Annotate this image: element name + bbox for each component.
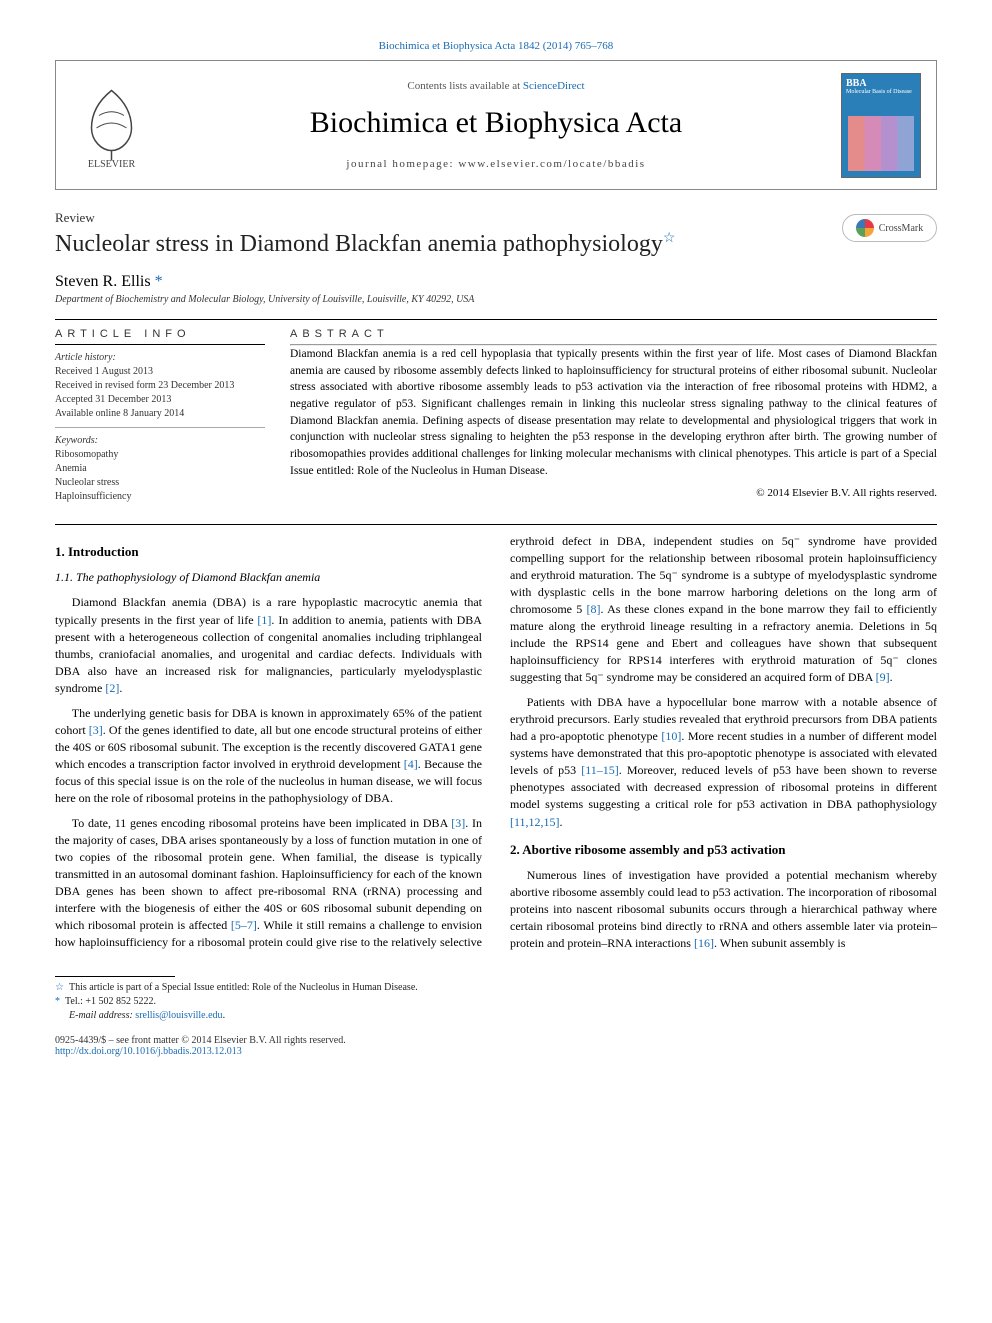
journal-homepage-url[interactable]: www.elsevier.com/locate/bbadis: [458, 158, 645, 170]
crossmark-button[interactable]: CrossMark: [842, 214, 937, 242]
footnote-star-icon: ☆: [55, 982, 64, 993]
body-paragraph: Numerous lines of investigation have pro…: [510, 867, 937, 952]
section-2-heading: 2. Abortive ribosome assembly and p53 ac…: [510, 841, 937, 859]
body-paragraph: The underlying genetic basis for DBA is …: [55, 705, 482, 807]
abstract-heading: ABSTRACT: [290, 328, 937, 340]
section-1-heading: 1. Introduction: [55, 543, 482, 561]
article-type: Review: [55, 210, 675, 226]
title-footnote-star-icon[interactable]: ☆: [663, 231, 676, 246]
citation-link[interactable]: [2]: [105, 681, 119, 695]
crossmark-icon: [856, 219, 874, 237]
author-affiliation: Department of Biochemistry and Molecular…: [55, 294, 937, 305]
citation-link[interactable]: [10]: [661, 729, 681, 743]
footnote-divider: [55, 976, 175, 977]
article-body: 1. Introduction 1.1. The pathophysiology…: [55, 533, 937, 956]
doi-link[interactable]: http://dx.doi.org/10.1016/j.bbadis.2013.…: [55, 1046, 242, 1057]
citation-link[interactable]: [3]: [451, 816, 465, 830]
abstract-text: Diamond Blackfan anemia is a red cell hy…: [290, 346, 937, 479]
citation-link[interactable]: [8]: [587, 602, 601, 616]
divider: [55, 524, 937, 525]
divider: [55, 319, 937, 320]
svg-text:ELSEVIER: ELSEVIER: [87, 159, 135, 168]
top-citation: Biochimica et Biophysica Acta 1842 (2014…: [55, 40, 937, 52]
body-paragraph: Patients with DBA have a hypocellular bo…: [510, 694, 937, 830]
body-paragraph: Diamond Blackfan anemia (DBA) is a rare …: [55, 594, 482, 696]
journal-cover-icon: BBA Molecular Basis of Disease: [841, 73, 921, 178]
citation-link[interactable]: [9]: [876, 670, 890, 684]
journal-homepage: journal homepage: www.elsevier.com/locat…: [346, 158, 645, 170]
author-email-link[interactable]: srellis@louisville.edu: [135, 1010, 222, 1021]
citation-link[interactable]: [5–7]: [231, 918, 257, 932]
abstract-copyright: © 2014 Elsevier B.V. All rights reserved…: [290, 487, 937, 499]
corresponding-author-mark[interactable]: *: [155, 273, 163, 290]
journal-cover-cell: BBA Molecular Basis of Disease: [826, 61, 936, 189]
citation-link[interactable]: [4]: [404, 757, 418, 771]
top-citation-link[interactable]: Biochimica et Biophysica Acta 1842 (2014…: [379, 40, 614, 52]
article-title: Nucleolar stress in Diamond Blackfan ane…: [55, 229, 675, 259]
author-name: Steven R. Ellis *: [55, 273, 937, 291]
citation-link[interactable]: [1]: [257, 613, 271, 627]
footnotes: ☆ This article is part of a Special Issu…: [55, 981, 937, 1023]
journal-header: ELSEVIER Contents lists available at Sci…: [55, 60, 937, 190]
citation-link[interactable]: [11–15]: [581, 763, 619, 777]
crossmark-label: CrossMark: [879, 223, 923, 234]
publisher-logo-cell: ELSEVIER: [56, 61, 166, 189]
article-info-column: ARTICLE INFO Article history: Received 1…: [55, 328, 265, 504]
abstract-column: ABSTRACT Diamond Blackfan anemia is a re…: [290, 328, 937, 504]
article-history: Article history: Received 1 August 2013 …: [55, 351, 265, 421]
page-footer: ☆ This article is part of a Special Issu…: [55, 976, 937, 1057]
contents-line: Contents lists available at ScienceDirec…: [407, 80, 584, 92]
section-1-1-heading: 1.1. The pathophysiology of Diamond Blac…: [55, 569, 482, 586]
sciencedirect-link[interactable]: ScienceDirect: [523, 80, 585, 92]
citation-link[interactable]: [16]: [694, 936, 714, 950]
citation-link[interactable]: [3]: [89, 723, 103, 737]
elsevier-tree-icon: ELSEVIER: [74, 78, 149, 172]
citation-link[interactable]: [11,12,15]: [510, 815, 560, 829]
article-info-heading: ARTICLE INFO: [55, 328, 265, 340]
keywords-block: Keywords: Ribosomopathy Anemia Nucleolar…: [55, 434, 265, 504]
footnote-corr-icon: *: [55, 996, 60, 1007]
issn-copyright-block: 0925-4439/$ – see front matter © 2014 El…: [55, 1035, 346, 1057]
journal-title: Biochimica et Biophysica Acta: [310, 106, 682, 140]
